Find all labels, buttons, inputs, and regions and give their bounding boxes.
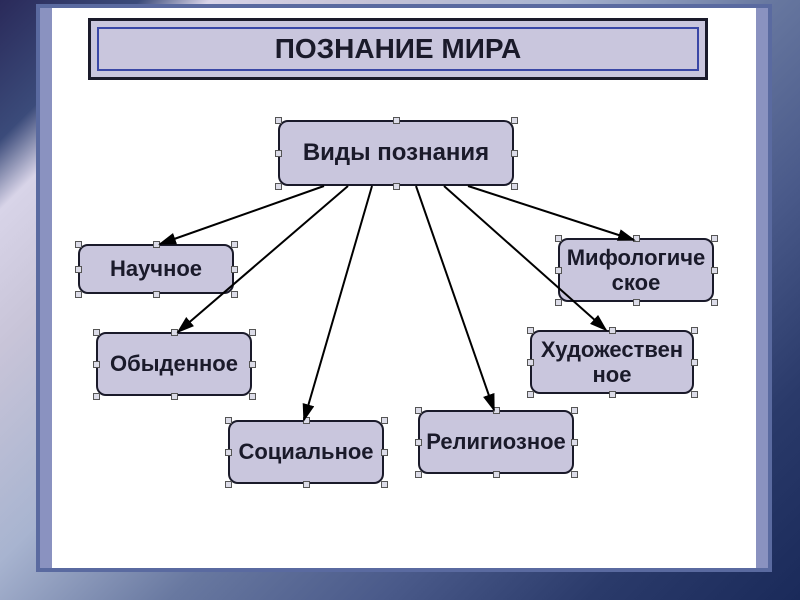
selection-handle: [415, 471, 422, 478]
selection-handle: [93, 361, 100, 368]
selection-handle: [633, 299, 640, 306]
selection-handle: [171, 329, 178, 336]
selection-handle: [225, 449, 232, 456]
selection-handle: [153, 241, 160, 248]
selection-handle: [711, 267, 718, 274]
selection-handle: [609, 327, 616, 334]
leaf-label: Научное: [110, 256, 202, 281]
selection-handle: [249, 329, 256, 336]
selection-handle: [691, 327, 698, 334]
selection-handle: [225, 481, 232, 488]
selection-handle: [633, 235, 640, 242]
leaf-label: Социальное: [238, 439, 373, 464]
selection-handle: [555, 267, 562, 274]
leaf-node-n3: Обыденное: [96, 332, 252, 396]
selection-handle: [527, 391, 534, 398]
selection-handle: [555, 235, 562, 242]
selection-handle: [153, 291, 160, 298]
selection-handle: [275, 117, 282, 124]
leaf-label: Художественное: [538, 337, 686, 388]
selection-handle: [511, 150, 518, 157]
root-node: Виды познания: [278, 120, 514, 186]
selection-handle: [303, 481, 310, 488]
selection-handle: [303, 417, 310, 424]
selection-handle: [171, 393, 178, 400]
selection-handle: [75, 266, 82, 273]
selection-handle: [493, 471, 500, 478]
selection-handle: [571, 407, 578, 414]
selection-handle: [275, 183, 282, 190]
selection-handle: [231, 266, 238, 273]
selection-handle: [571, 439, 578, 446]
selection-handle: [275, 150, 282, 157]
selection-handle: [691, 391, 698, 398]
selection-handle: [511, 183, 518, 190]
selection-handle: [527, 327, 534, 334]
leaf-node-n6: Религиозное: [418, 410, 574, 474]
selection-handle: [381, 481, 388, 488]
selection-handle: [393, 183, 400, 190]
leaf-node-n4: Художественное: [530, 330, 694, 394]
selection-handle: [609, 391, 616, 398]
selection-handle: [75, 291, 82, 298]
selection-handle: [381, 449, 388, 456]
whiteboard-rail-left: [40, 8, 52, 568]
root-label: Виды познания: [303, 139, 489, 167]
leaf-label: Религиозное: [426, 429, 566, 454]
selection-handle: [415, 407, 422, 414]
selection-handle: [249, 361, 256, 368]
selection-handle: [711, 299, 718, 306]
selection-handle: [493, 407, 500, 414]
selection-handle: [511, 117, 518, 124]
selection-handle: [93, 393, 100, 400]
leaf-label: Обыденное: [110, 351, 238, 376]
selection-handle: [249, 393, 256, 400]
leaf-node-n2: Мифологическое: [558, 238, 714, 302]
selection-handle: [711, 235, 718, 242]
selection-handle: [75, 241, 82, 248]
whiteboard-rail-right: [756, 8, 768, 568]
selection-handle: [231, 291, 238, 298]
selection-handle: [415, 439, 422, 446]
leaf-label: Мифологическое: [566, 245, 706, 296]
selection-handle: [571, 471, 578, 478]
selection-handle: [231, 241, 238, 248]
selection-handle: [381, 417, 388, 424]
title-banner: ПОЗНАНИЕ МИРА: [88, 18, 708, 80]
title-text: ПОЗНАНИЕ МИРА: [97, 27, 699, 71]
leaf-node-n1: Научное: [78, 244, 234, 294]
selection-handle: [225, 417, 232, 424]
selection-handle: [555, 299, 562, 306]
selection-handle: [393, 117, 400, 124]
leaf-node-n5: Социальное: [228, 420, 384, 484]
selection-handle: [691, 359, 698, 366]
selection-handle: [93, 329, 100, 336]
selection-handle: [527, 359, 534, 366]
